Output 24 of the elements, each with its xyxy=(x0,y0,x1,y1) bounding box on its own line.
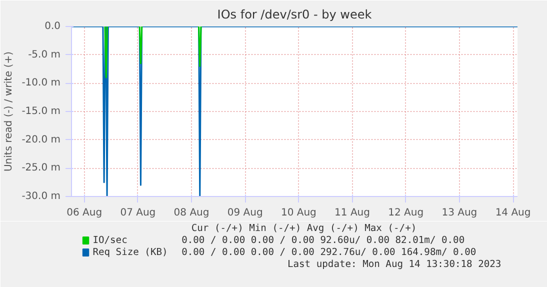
y-tick-label: -30.0 m xyxy=(22,191,61,202)
text: Cur (-/+) Min (-/+) Avg (-/+) Max (-/+) xyxy=(191,223,417,234)
x-tick-label: 10 Aug xyxy=(280,208,316,218)
x-tick-label: 08 Aug xyxy=(174,208,210,218)
legend-label: Req Size (KB) xyxy=(92,247,168,258)
x-tick-label: 09 Aug xyxy=(227,208,263,218)
y-tick-label: -20.0 m xyxy=(22,134,61,146)
text: 0.00 / 0.00 0.00 / 0.00 292.76u/ 0.00 164.98m/ 0.00 xyxy=(182,247,476,258)
chart-title: IOs for /dev/sr0 - by week xyxy=(217,8,372,22)
text: 0.00 / 0.00 0.00 / 0.00 92.60u/ 0.00 82.01m/ 0.00 xyxy=(182,235,465,246)
x-tick-label: 06 Aug xyxy=(66,208,102,218)
y-tick-label: -10.0 m xyxy=(22,78,61,89)
x-tick-label: 11 Aug xyxy=(334,208,370,218)
x-tick-label: 07 Aug xyxy=(120,208,156,218)
y-tick-label: -15.0 m xyxy=(22,106,61,117)
y-tick-label: -5.0 m xyxy=(28,49,61,60)
y-tick-label: 0.0 xyxy=(44,21,61,32)
y-axis-title: Units read (-) / write (+) xyxy=(4,51,15,172)
x-tick-label: 12 Aug xyxy=(388,208,424,218)
x-tick-label: 13 Aug xyxy=(442,208,478,218)
legend-label: IO/sec xyxy=(92,235,128,246)
text: Last update: Mon Aug 14 13:30:18 2023 xyxy=(287,259,502,270)
x-tick-label: 14 Aug xyxy=(495,208,531,218)
y-tick-label: -25.0 m xyxy=(22,162,61,174)
